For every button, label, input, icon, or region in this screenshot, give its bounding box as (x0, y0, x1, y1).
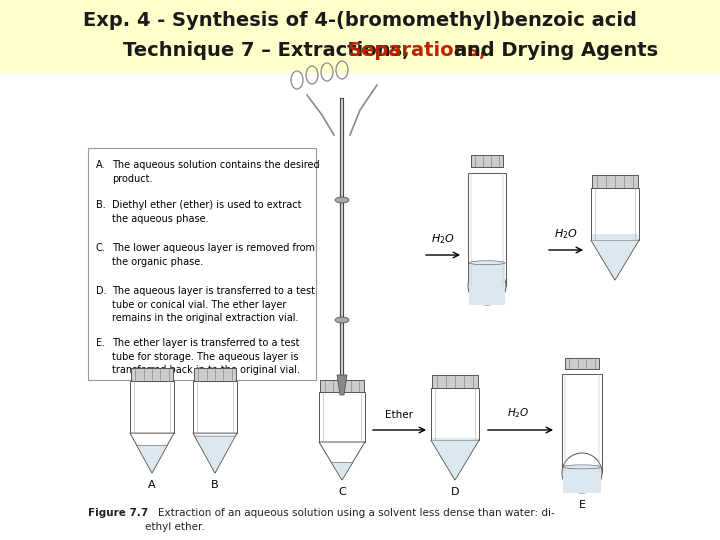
Polygon shape (194, 436, 235, 473)
Polygon shape (319, 442, 365, 480)
Text: The ether layer is transferred to a test
tube for storage. The aqueous layer is
: The ether layer is transferred to a test… (112, 338, 300, 375)
Polygon shape (193, 433, 237, 473)
Bar (88, 148, 316, 380)
Bar (193, 381, 237, 433)
Polygon shape (591, 240, 639, 280)
Bar (565, 358, 599, 369)
Polygon shape (337, 375, 347, 395)
Text: Extraction of an aqueous solution using a solvent less dense than water: di-
eth: Extraction of an aqueous solution using … (145, 508, 554, 531)
Text: The aqueous solution contains the desired
product.: The aqueous solution contains the desire… (112, 160, 320, 184)
Ellipse shape (335, 317, 349, 323)
Ellipse shape (563, 465, 601, 469)
Polygon shape (431, 440, 479, 480)
Bar (468, 173, 506, 286)
Bar (591, 187, 639, 240)
Bar (320, 380, 364, 392)
Text: Ether: Ether (384, 410, 413, 420)
Text: The lower aqueous layer is removed from
the organic phase.: The lower aqueous layer is removed from … (112, 243, 315, 267)
Bar (131, 368, 173, 381)
Ellipse shape (468, 267, 506, 305)
Bar (562, 374, 602, 473)
Text: B.: B. (96, 200, 106, 210)
Text: A.: A. (96, 160, 106, 170)
Text: Figure 7.7: Figure 7.7 (88, 508, 148, 518)
Bar (471, 155, 503, 167)
Text: $H_2O$: $H_2O$ (554, 227, 578, 241)
Polygon shape (331, 462, 353, 480)
Bar (432, 375, 478, 388)
Bar (593, 175, 638, 187)
Polygon shape (130, 433, 174, 473)
Bar (130, 381, 174, 433)
Bar (592, 234, 638, 240)
Text: Exp. 4 - Synthesis of 4-(bromomethyl)benzoic acid: Exp. 4 - Synthesis of 4-(bromomethyl)ben… (83, 10, 637, 30)
Bar (194, 368, 236, 381)
Text: The aqueous layer is transferred to a test
tube or conical vial. The ether layer: The aqueous layer is transferred to a te… (112, 286, 315, 323)
Text: Separations,: Separations, (348, 40, 487, 59)
Text: E.: E. (96, 338, 105, 348)
Ellipse shape (562, 453, 602, 493)
Text: $H_2O$: $H_2O$ (508, 406, 530, 420)
Bar (0, 0, 720, 73)
Polygon shape (431, 440, 479, 480)
Polygon shape (137, 446, 167, 473)
Bar (469, 263, 505, 305)
Bar (432, 438, 478, 440)
Text: E: E (578, 500, 585, 510)
Text: Diethyl ether (ether) is used to extract
the aqueous phase.: Diethyl ether (ether) is used to extract… (112, 200, 302, 224)
Polygon shape (591, 240, 639, 280)
Bar (563, 467, 601, 493)
Ellipse shape (335, 197, 349, 203)
Text: C.: C. (96, 243, 106, 253)
Text: Technique 7 – Extractions,: Technique 7 – Extractions, (123, 40, 417, 59)
Text: $H_2O$: $H_2O$ (431, 232, 455, 246)
Bar (431, 388, 479, 440)
Text: A: A (148, 480, 156, 490)
Text: C: C (338, 487, 346, 497)
Text: B: B (211, 480, 219, 490)
Text: D.: D. (96, 286, 107, 296)
Text: D: D (451, 487, 459, 497)
Ellipse shape (469, 261, 505, 265)
Text: and Drying Agents: and Drying Agents (447, 40, 658, 59)
Bar (319, 392, 365, 442)
